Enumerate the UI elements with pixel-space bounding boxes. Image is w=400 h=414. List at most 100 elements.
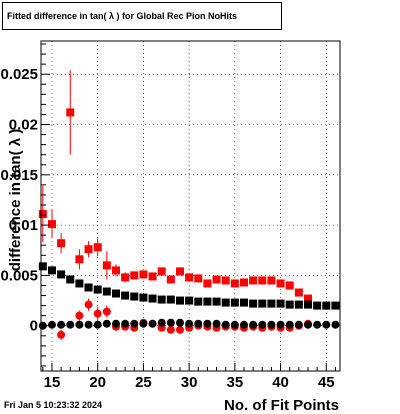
data-point bbox=[102, 287, 111, 296]
data-point bbox=[285, 320, 294, 329]
timestamp: Fri Jan 5 10:23:32 2024 bbox=[4, 400, 103, 410]
data-point bbox=[285, 281, 294, 290]
data-point bbox=[75, 255, 84, 264]
data-point bbox=[130, 292, 139, 301]
data-point bbox=[303, 294, 312, 303]
data-point bbox=[93, 309, 102, 318]
data-point bbox=[57, 270, 66, 279]
data-point bbox=[166, 318, 175, 327]
data-point bbox=[322, 320, 331, 329]
data-point bbox=[38, 262, 47, 271]
data-point bbox=[102, 261, 111, 270]
data-point bbox=[157, 295, 166, 304]
data-point bbox=[148, 272, 157, 281]
data-point bbox=[111, 266, 120, 275]
y-tick-label: 0.015 bbox=[0, 167, 38, 184]
data-point bbox=[121, 291, 130, 300]
data-point bbox=[38, 210, 47, 219]
data-point bbox=[212, 297, 221, 306]
data-point bbox=[221, 276, 230, 285]
data-point bbox=[285, 300, 294, 309]
data-point bbox=[84, 245, 93, 254]
data-point bbox=[212, 275, 221, 284]
data-point bbox=[175, 318, 184, 327]
data-point bbox=[57, 239, 66, 248]
data-point bbox=[130, 271, 139, 280]
data-point bbox=[175, 296, 184, 305]
data-point bbox=[331, 320, 340, 329]
data-point bbox=[84, 283, 93, 292]
data-point bbox=[57, 330, 66, 339]
data-point bbox=[84, 300, 93, 309]
y-tick-label: 0.005 bbox=[0, 267, 38, 284]
data-point bbox=[203, 319, 212, 328]
data-point bbox=[121, 319, 130, 328]
x-tick-label: 45 bbox=[318, 374, 335, 391]
data-point bbox=[230, 320, 239, 329]
data-point bbox=[249, 276, 258, 285]
data-point bbox=[249, 320, 258, 329]
data-point bbox=[313, 320, 322, 329]
axis-ticks bbox=[41, 43, 336, 371]
y-tick-label: 0.01 bbox=[9, 217, 38, 234]
data-point bbox=[166, 325, 175, 334]
data-point bbox=[303, 300, 312, 309]
data-point bbox=[66, 320, 75, 329]
data-point bbox=[267, 320, 276, 329]
data-point bbox=[249, 299, 258, 308]
data-point bbox=[258, 320, 267, 329]
x-tick-label: 20 bbox=[89, 374, 106, 391]
x-tick-label: 30 bbox=[181, 374, 198, 391]
data-point bbox=[66, 275, 75, 284]
data-point bbox=[331, 301, 340, 310]
data-point bbox=[139, 319, 148, 328]
data-point bbox=[276, 279, 285, 288]
data-point bbox=[294, 288, 303, 297]
data-point bbox=[203, 297, 212, 306]
data-point bbox=[276, 320, 285, 329]
data-point bbox=[294, 300, 303, 309]
data-point bbox=[322, 301, 331, 310]
x-axis-title: No. of Fit Points bbox=[224, 397, 339, 414]
x-tick-label: 15 bbox=[44, 374, 61, 391]
data-point bbox=[166, 275, 175, 284]
chart-title-box: Fitted difference in tan( λ ) for Global… bbox=[2, 2, 282, 30]
data-point bbox=[93, 243, 102, 252]
y-tick-label: 0 bbox=[30, 318, 38, 335]
data-point bbox=[276, 299, 285, 308]
data-point bbox=[111, 289, 120, 298]
y-axis-title: difference in tan( λ ) bbox=[7, 129, 24, 272]
data-point bbox=[194, 319, 203, 328]
data-point bbox=[111, 319, 120, 328]
data-point bbox=[294, 320, 303, 329]
data-point bbox=[47, 266, 56, 275]
data-point bbox=[185, 296, 194, 305]
data-point bbox=[157, 318, 166, 327]
data-point bbox=[185, 273, 194, 282]
data-point bbox=[139, 270, 148, 279]
data-point bbox=[203, 279, 212, 288]
data-point bbox=[47, 220, 56, 229]
x-tick-label: 35 bbox=[227, 374, 244, 391]
data-point bbox=[66, 108, 75, 117]
data-point bbox=[175, 267, 184, 276]
data-point bbox=[185, 319, 194, 328]
y-tick-label: 0.02 bbox=[9, 117, 38, 134]
data-point bbox=[212, 319, 221, 328]
data-point bbox=[221, 298, 230, 307]
series-2 bbox=[38, 262, 340, 310]
data-point bbox=[239, 278, 248, 287]
data-point bbox=[303, 320, 312, 329]
data-point bbox=[47, 320, 56, 329]
plot-frame bbox=[40, 40, 341, 372]
data-point bbox=[267, 276, 276, 285]
data-point bbox=[313, 301, 322, 310]
tick-labels: 15 20 25 30 35 40 45 0 0.005 0.01 0.015 0.02 0.025 bbox=[0, 66, 334, 391]
data-point bbox=[139, 293, 148, 302]
data-point bbox=[230, 298, 239, 307]
data-point bbox=[157, 267, 166, 276]
data-point bbox=[75, 320, 84, 329]
data-point bbox=[102, 307, 111, 316]
data-point bbox=[93, 285, 102, 294]
series-0 bbox=[38, 70, 312, 303]
